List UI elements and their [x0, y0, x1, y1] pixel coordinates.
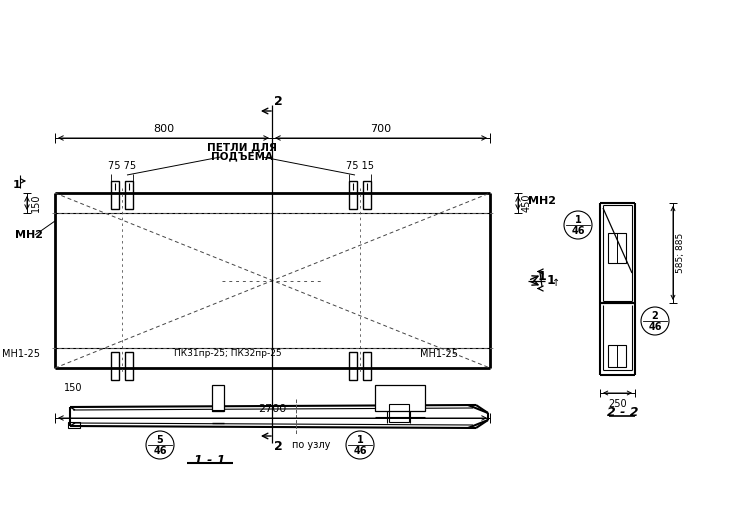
Text: 2 - 2: 2 - 2	[607, 406, 639, 419]
Text: 585; 885: 585; 885	[676, 233, 685, 273]
Bar	[363, 181, 371, 209]
Text: 46: 46	[572, 226, 585, 236]
Text: 1: 1	[575, 214, 581, 225]
Text: 1: 1	[538, 270, 547, 283]
Text: 1: 1	[13, 180, 21, 190]
Text: 1: 1	[357, 435, 364, 445]
Circle shape	[564, 211, 592, 239]
Text: по узлу: по узлу	[291, 440, 330, 450]
Bar	[125, 352, 133, 380]
Bar	[363, 352, 371, 380]
Text: 75 15: 75 15	[346, 161, 374, 171]
Text: 1: 1	[547, 274, 556, 287]
Bar	[375, 385, 425, 411]
Text: 700: 700	[370, 124, 392, 134]
Bar	[111, 181, 119, 209]
Text: 75 75: 75 75	[108, 161, 136, 171]
Text: 46: 46	[648, 322, 662, 332]
Text: 2: 2	[273, 95, 282, 108]
Text: ПЕТЛИ ДЛЯ: ПЕТЛИ ДЛЯ	[208, 142, 278, 152]
Text: 150: 150	[31, 194, 41, 212]
Text: 1 - 1: 1 - 1	[194, 454, 226, 468]
Bar	[349, 181, 357, 209]
Text: 2: 2	[651, 311, 658, 321]
Bar	[389, 404, 409, 422]
Text: МН1-25: МН1-25	[2, 349, 40, 359]
Bar	[608, 345, 626, 367]
Text: ПК31пр-25; ПК32пр-25: ПК31пр-25; ПК32пр-25	[174, 349, 282, 358]
Text: МН2: МН2	[15, 230, 43, 240]
Text: ПОДЪЕМА: ПОДЪЕМА	[212, 151, 273, 161]
Text: МН1-25: МН1-25	[420, 349, 458, 359]
Text: МН2: МН2	[528, 196, 556, 206]
Text: 800: 800	[153, 124, 174, 134]
Text: 2: 2	[273, 440, 282, 453]
Text: 5: 5	[157, 435, 163, 445]
Circle shape	[346, 431, 374, 459]
Text: 46: 46	[353, 446, 367, 456]
Bar	[608, 233, 626, 263]
Bar	[212, 385, 224, 411]
Text: ↑: ↑	[552, 278, 560, 288]
Bar	[349, 352, 357, 380]
Text: 46: 46	[154, 446, 166, 456]
Bar	[111, 352, 119, 380]
Bar	[125, 181, 133, 209]
Circle shape	[641, 307, 669, 335]
Text: 450: 450	[522, 194, 532, 212]
Text: 250: 250	[608, 399, 626, 409]
Circle shape	[146, 431, 174, 459]
Text: 2700: 2700	[258, 404, 287, 414]
Text: 150: 150	[64, 383, 82, 393]
Bar	[68, 422, 80, 428]
